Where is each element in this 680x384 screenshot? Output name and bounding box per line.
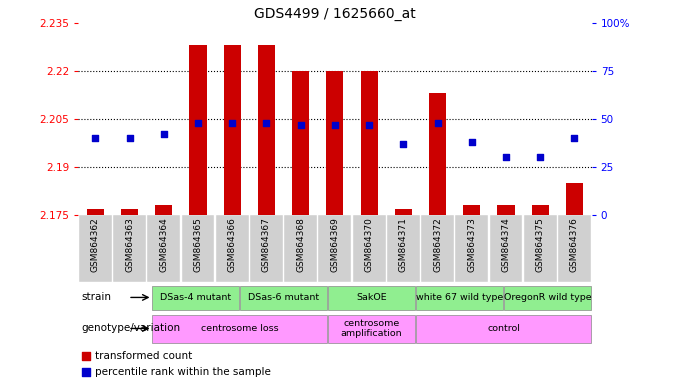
Text: transformed count: transformed count xyxy=(95,351,192,361)
Bar xyxy=(250,215,283,282)
Text: GSM864367: GSM864367 xyxy=(262,217,271,272)
Point xyxy=(432,120,443,126)
Bar xyxy=(258,45,275,215)
Bar xyxy=(416,286,503,310)
Bar xyxy=(395,209,412,215)
Bar xyxy=(87,209,104,215)
Text: GSM864368: GSM864368 xyxy=(296,217,305,272)
Point xyxy=(261,120,272,126)
Text: GSM864371: GSM864371 xyxy=(399,217,408,272)
Bar xyxy=(532,205,549,215)
Point xyxy=(90,135,101,141)
Text: GSM864364: GSM864364 xyxy=(159,217,168,272)
Point xyxy=(500,154,511,161)
Bar xyxy=(284,215,317,282)
Point xyxy=(295,122,306,128)
Bar xyxy=(182,215,214,282)
Bar xyxy=(566,183,583,215)
Point xyxy=(226,120,238,126)
Bar xyxy=(79,215,112,282)
Point xyxy=(80,369,91,375)
Point xyxy=(534,154,545,161)
Bar xyxy=(463,205,480,215)
Point xyxy=(398,141,409,147)
Text: GSM864372: GSM864372 xyxy=(433,217,442,272)
Text: GSM864366: GSM864366 xyxy=(228,217,237,272)
Text: genotype/variation: genotype/variation xyxy=(81,323,180,333)
Text: GSM864365: GSM864365 xyxy=(194,217,203,272)
Bar xyxy=(113,215,146,282)
Text: white 67 wild type: white 67 wild type xyxy=(416,293,503,302)
Text: SakOE: SakOE xyxy=(356,293,387,302)
Text: OregonR wild type: OregonR wild type xyxy=(504,293,592,302)
Bar xyxy=(292,71,309,215)
Text: GSM864374: GSM864374 xyxy=(502,217,511,272)
Text: GSM864369: GSM864369 xyxy=(330,217,339,272)
Text: DSas-6 mutant: DSas-6 mutant xyxy=(248,293,319,302)
Text: DSas-4 mutant: DSas-4 mutant xyxy=(160,293,231,302)
Text: centrosome loss: centrosome loss xyxy=(201,324,278,333)
Bar xyxy=(498,205,515,215)
Bar xyxy=(490,215,522,282)
Point xyxy=(80,353,91,359)
Text: strain: strain xyxy=(81,293,111,303)
Bar xyxy=(558,215,591,282)
Point xyxy=(124,135,135,141)
Text: GSM864373: GSM864373 xyxy=(467,217,476,272)
Bar xyxy=(152,315,326,343)
Bar xyxy=(524,215,557,282)
Text: centrosome
amplification: centrosome amplification xyxy=(341,319,403,338)
Text: control: control xyxy=(487,324,520,333)
Text: GSM864370: GSM864370 xyxy=(364,217,373,272)
Text: GSM864375: GSM864375 xyxy=(536,217,545,272)
Bar xyxy=(456,215,488,282)
Bar xyxy=(360,71,377,215)
Text: GSM864362: GSM864362 xyxy=(91,217,100,272)
Bar xyxy=(326,71,343,215)
Text: GSM864376: GSM864376 xyxy=(570,217,579,272)
Point xyxy=(192,120,203,126)
Bar xyxy=(429,93,446,215)
Bar xyxy=(148,215,180,282)
Bar xyxy=(224,45,241,215)
Bar xyxy=(416,315,591,343)
Bar xyxy=(216,215,249,282)
Bar xyxy=(190,45,207,215)
Point xyxy=(329,122,340,128)
Bar xyxy=(318,215,352,282)
Bar xyxy=(328,286,415,310)
Bar xyxy=(121,209,138,215)
Point xyxy=(569,135,580,141)
Bar xyxy=(155,205,172,215)
Bar xyxy=(505,286,591,310)
Text: percentile rank within the sample: percentile rank within the sample xyxy=(95,367,271,377)
Point xyxy=(158,131,169,137)
Bar xyxy=(152,286,239,310)
Bar xyxy=(421,215,454,282)
Bar xyxy=(241,286,326,310)
Point xyxy=(466,139,477,145)
Title: GDS4499 / 1625660_at: GDS4499 / 1625660_at xyxy=(254,7,415,21)
Bar xyxy=(328,315,415,343)
Point xyxy=(364,122,375,128)
Bar xyxy=(353,215,386,282)
Bar xyxy=(387,215,420,282)
Text: GSM864363: GSM864363 xyxy=(125,217,134,272)
